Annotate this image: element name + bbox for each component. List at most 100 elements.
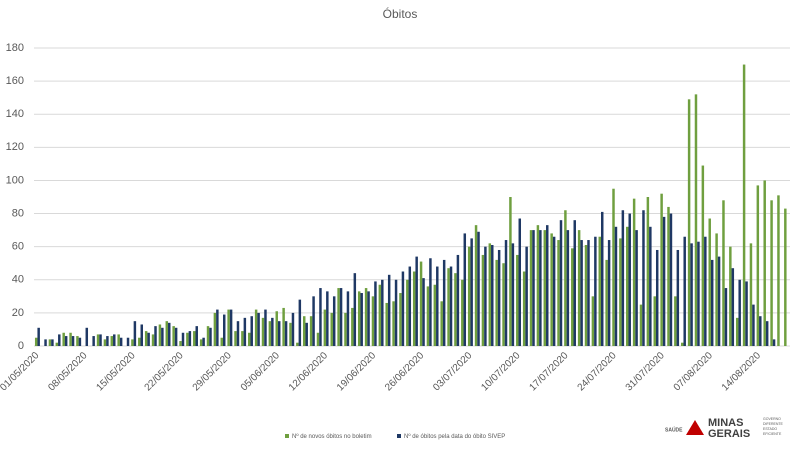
- bar: [309, 316, 313, 346]
- bar: [69, 332, 72, 346]
- bar: [447, 268, 450, 346]
- bar: [591, 296, 595, 346]
- x-tick-label: 03/07/2020: [431, 350, 474, 393]
- bar: [584, 245, 588, 346]
- bar: [467, 246, 471, 346]
- bar: [174, 327, 178, 346]
- bar: [619, 238, 622, 346]
- bar: [330, 312, 333, 346]
- bar: [529, 230, 533, 346]
- bar: [394, 279, 398, 346]
- bar: [660, 193, 663, 346]
- bar: [113, 334, 116, 346]
- bar: [351, 307, 354, 346]
- bar: [186, 332, 189, 346]
- bar: [374, 281, 377, 346]
- bar: [119, 337, 123, 346]
- bar: [745, 281, 748, 346]
- logo-name: MINAS: [708, 417, 743, 429]
- bar: [577, 230, 581, 346]
- bar: [254, 309, 258, 346]
- bar: [399, 293, 402, 346]
- bar: [772, 339, 776, 346]
- legend-label: Nº de óbitos pela data do óbito SIVEP: [404, 433, 505, 440]
- y-tick-label: 40: [12, 274, 24, 286]
- bar: [546, 225, 549, 346]
- bar: [168, 322, 171, 346]
- bar: [770, 200, 773, 346]
- bar: [488, 243, 492, 346]
- bar: [509, 197, 512, 346]
- bar: [511, 243, 515, 346]
- y-tick-label: 120: [6, 141, 24, 153]
- bar: [76, 336, 79, 346]
- bar: [442, 259, 446, 346]
- bar: [683, 236, 686, 346]
- bar: [715, 233, 718, 346]
- bar: [319, 288, 322, 346]
- logo-section: SAÚDE: [665, 426, 683, 433]
- legend-label: Nº de novos óbitos no boletim: [292, 433, 372, 440]
- x-tick-label: 26/06/2020: [383, 350, 426, 393]
- bar: [357, 291, 361, 346]
- bar: [241, 331, 244, 346]
- bar: [697, 241, 700, 346]
- bar: [85, 327, 89, 346]
- bar: [735, 317, 739, 346]
- bar: [422, 278, 425, 346]
- bar: [594, 236, 597, 346]
- bar: [103, 339, 107, 346]
- bar: [360, 293, 363, 346]
- bar: [605, 259, 608, 346]
- bar: [419, 261, 423, 346]
- bar: [151, 334, 155, 346]
- bar: [37, 327, 40, 346]
- bar: [669, 213, 673, 346]
- bar: [298, 299, 302, 346]
- bar: [199, 339, 203, 346]
- bar: [626, 226, 629, 346]
- bar: [484, 246, 487, 346]
- bar: [378, 284, 382, 346]
- logo-tagline: EFICIENTE: [763, 432, 782, 436]
- bar: [614, 226, 618, 346]
- bar: [71, 336, 75, 346]
- bar: [415, 256, 418, 346]
- bar: [195, 326, 198, 346]
- bar: [227, 309, 230, 346]
- x-tick-label: 08/05/2020: [46, 350, 89, 393]
- bar: [78, 337, 82, 346]
- y-tick-label: 60: [12, 241, 24, 253]
- x-tick-label: 07/08/2020: [672, 350, 715, 393]
- legend-swatch: [285, 434, 289, 438]
- bar: [58, 334, 61, 346]
- bar: [234, 331, 237, 346]
- bar: [147, 332, 150, 346]
- x-tick-label: 17/07/2020: [527, 350, 570, 393]
- bar: [724, 288, 728, 346]
- bar: [440, 301, 443, 346]
- legend-swatch: [397, 434, 401, 438]
- bar: [598, 236, 601, 346]
- bar: [106, 336, 109, 346]
- bar: [165, 321, 169, 346]
- bar: [34, 337, 38, 346]
- bar: [580, 240, 583, 346]
- bar: [117, 334, 120, 346]
- x-tick-label: 12/06/2020: [287, 350, 330, 393]
- bar: [126, 337, 130, 346]
- bar: [406, 279, 409, 346]
- bar: [387, 274, 391, 346]
- bar: [364, 288, 368, 346]
- bar: [516, 254, 519, 346]
- bar: [784, 208, 787, 346]
- bar: [161, 327, 164, 346]
- bar: [456, 254, 460, 346]
- bar: [765, 321, 769, 346]
- bar: [674, 296, 677, 346]
- bar: [694, 94, 698, 346]
- bar: [539, 230, 542, 346]
- y-tick-label: 180: [6, 42, 24, 54]
- bar: [138, 337, 141, 346]
- bar: [144, 331, 148, 346]
